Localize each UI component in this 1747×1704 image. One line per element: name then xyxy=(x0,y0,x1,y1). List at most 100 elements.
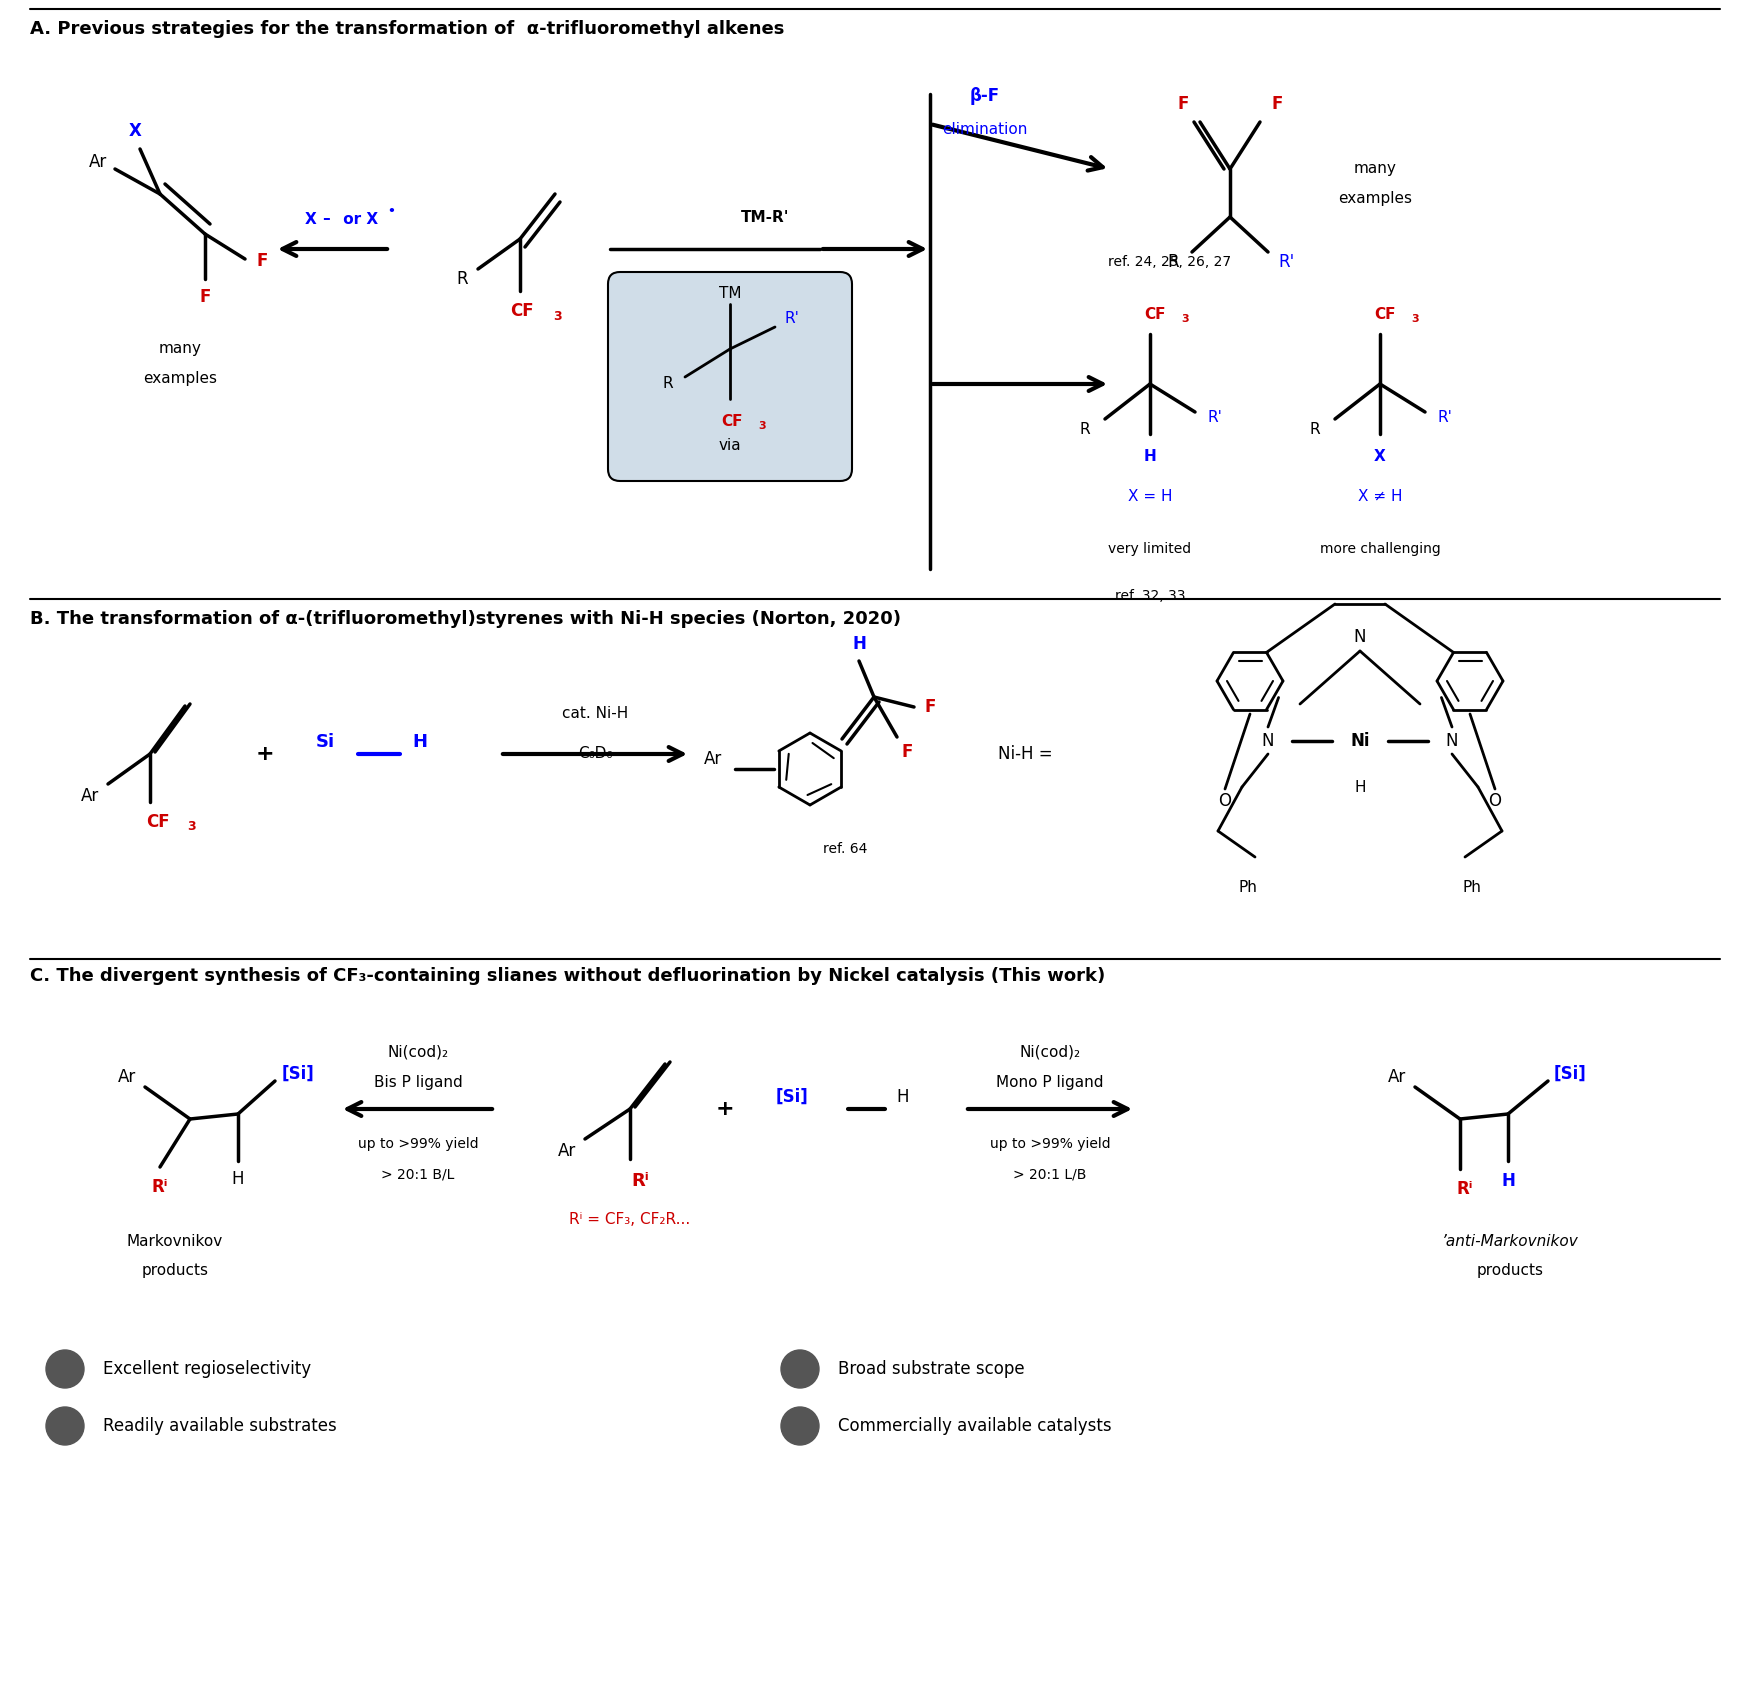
Text: Ar: Ar xyxy=(557,1142,577,1160)
Text: Ni-H =: Ni-H = xyxy=(998,745,1052,763)
Text: CF: CF xyxy=(1375,307,1396,322)
Text: 3: 3 xyxy=(1181,314,1188,324)
Text: Si: Si xyxy=(316,733,335,751)
Text: F: F xyxy=(901,743,912,762)
Text: Ar: Ar xyxy=(89,153,107,170)
Text: Ni(cod)₂: Ni(cod)₂ xyxy=(388,1045,449,1060)
Text: Ni: Ni xyxy=(1350,733,1370,750)
Text: +: + xyxy=(255,745,274,763)
Text: Rⁱ: Rⁱ xyxy=(631,1172,648,1189)
Text: Mono P ligand: Mono P ligand xyxy=(996,1075,1104,1089)
Text: ref. 64: ref. 64 xyxy=(823,842,867,855)
Text: Ni(cod)₂: Ni(cod)₂ xyxy=(1020,1045,1081,1060)
Text: R': R' xyxy=(1207,409,1223,424)
Text: N: N xyxy=(1354,629,1366,646)
Text: B. The transformation of α-(trifluoromethyl)styrenes with Ni-H species (Norton, : B. The transformation of α-(trifluoromet… xyxy=(30,610,901,629)
Text: more challenging: more challenging xyxy=(1319,542,1440,556)
Text: products: products xyxy=(1476,1263,1544,1278)
Text: Ph: Ph xyxy=(1239,879,1258,895)
Text: [Si]: [Si] xyxy=(776,1087,809,1106)
Text: TM: TM xyxy=(718,286,741,302)
Text: H: H xyxy=(232,1171,245,1188)
Text: Rⁱ: Rⁱ xyxy=(152,1177,168,1196)
Text: F: F xyxy=(924,699,936,716)
Text: R: R xyxy=(1167,252,1179,271)
Text: CF: CF xyxy=(722,414,742,428)
Text: Ar: Ar xyxy=(80,787,100,804)
Text: C₆D₆: C₆D₆ xyxy=(578,746,611,762)
Circle shape xyxy=(45,1350,84,1389)
Circle shape xyxy=(781,1350,819,1389)
Text: R': R' xyxy=(784,312,800,327)
Text: H: H xyxy=(896,1087,908,1106)
Text: Commercially available catalysts: Commercially available catalysts xyxy=(839,1418,1111,1435)
Text: Ar: Ar xyxy=(1387,1068,1406,1085)
Text: F: F xyxy=(1272,95,1282,112)
Text: N: N xyxy=(1447,733,1459,750)
Text: [Si]: [Si] xyxy=(1553,1065,1586,1084)
Text: R': R' xyxy=(1279,252,1295,271)
Text: Ar: Ar xyxy=(704,750,722,769)
Text: X: X xyxy=(129,123,142,140)
Text: H: H xyxy=(412,733,428,751)
Text: X: X xyxy=(1375,448,1385,463)
Text: +: + xyxy=(716,1099,734,1120)
Text: examples: examples xyxy=(143,371,217,387)
Text: up to >99% yield: up to >99% yield xyxy=(358,1137,479,1150)
Text: Bis P ligand: Bis P ligand xyxy=(374,1075,463,1089)
Text: very limited: very limited xyxy=(1108,542,1191,556)
Text: Ph: Ph xyxy=(1462,879,1481,895)
Text: R: R xyxy=(662,377,673,392)
Text: O: O xyxy=(1218,792,1232,809)
Text: N: N xyxy=(1261,733,1274,750)
Text: via: via xyxy=(718,438,741,453)
Text: TM-R': TM-R' xyxy=(741,210,790,225)
Text: β-F: β-F xyxy=(970,87,999,106)
Text: Readily available substrates: Readily available substrates xyxy=(103,1418,337,1435)
Text: CF: CF xyxy=(510,302,535,320)
Text: many: many xyxy=(1354,162,1396,177)
Text: Ar: Ar xyxy=(117,1068,136,1085)
Text: > 20:1 B/L: > 20:1 B/L xyxy=(381,1167,454,1181)
Text: X = H: X = H xyxy=(1129,489,1172,503)
Text: products: products xyxy=(142,1263,208,1278)
Text: cat. Ni-H: cat. Ni-H xyxy=(563,707,629,721)
Text: [Si]: [Si] xyxy=(281,1065,314,1084)
Text: > 20:1 L/B: > 20:1 L/B xyxy=(1013,1167,1087,1181)
Text: 3: 3 xyxy=(1412,314,1419,324)
Text: 3: 3 xyxy=(187,821,196,833)
Text: up to >99% yield: up to >99% yield xyxy=(991,1137,1111,1150)
Circle shape xyxy=(781,1408,819,1445)
Text: R: R xyxy=(1080,421,1090,436)
Text: Excellent regioselectivity: Excellent regioselectivity xyxy=(103,1360,311,1379)
Text: F: F xyxy=(199,288,211,307)
Text: elimination: elimination xyxy=(942,121,1027,136)
Circle shape xyxy=(45,1408,84,1445)
Text: X: X xyxy=(306,211,316,227)
Text: Broad substrate scope: Broad substrate scope xyxy=(839,1360,1025,1379)
Text: Rⁱ = CF₃, CF₂R...: Rⁱ = CF₃, CF₂R... xyxy=(570,1212,690,1227)
Text: H: H xyxy=(1144,448,1157,463)
Text: 3: 3 xyxy=(554,310,563,322)
Text: ’anti-Markovnikov: ’anti-Markovnikov xyxy=(1441,1234,1578,1249)
Text: 3: 3 xyxy=(758,421,765,431)
Text: examples: examples xyxy=(1338,191,1412,206)
Text: F: F xyxy=(1177,95,1188,112)
Text: H: H xyxy=(1354,779,1366,794)
Text: F: F xyxy=(257,252,267,269)
FancyBboxPatch shape xyxy=(608,273,853,481)
Text: O: O xyxy=(1488,792,1501,809)
Text: H: H xyxy=(1501,1172,1515,1189)
Text: or X: or X xyxy=(337,211,377,227)
Text: X ≠ H: X ≠ H xyxy=(1357,489,1403,503)
Text: •: • xyxy=(388,206,395,218)
Text: –: – xyxy=(321,211,330,227)
Text: many: many xyxy=(159,341,201,356)
Text: A. Previous strategies for the transformation of  α-trifluoromethyl alkenes: A. Previous strategies for the transform… xyxy=(30,20,784,37)
Text: CF: CF xyxy=(147,813,169,832)
Text: CF: CF xyxy=(1144,307,1165,322)
Text: R: R xyxy=(1310,421,1321,436)
Text: ref. 24, 25, 26, 27: ref. 24, 25, 26, 27 xyxy=(1108,256,1232,269)
Text: R: R xyxy=(456,269,468,288)
Text: H: H xyxy=(853,636,867,653)
